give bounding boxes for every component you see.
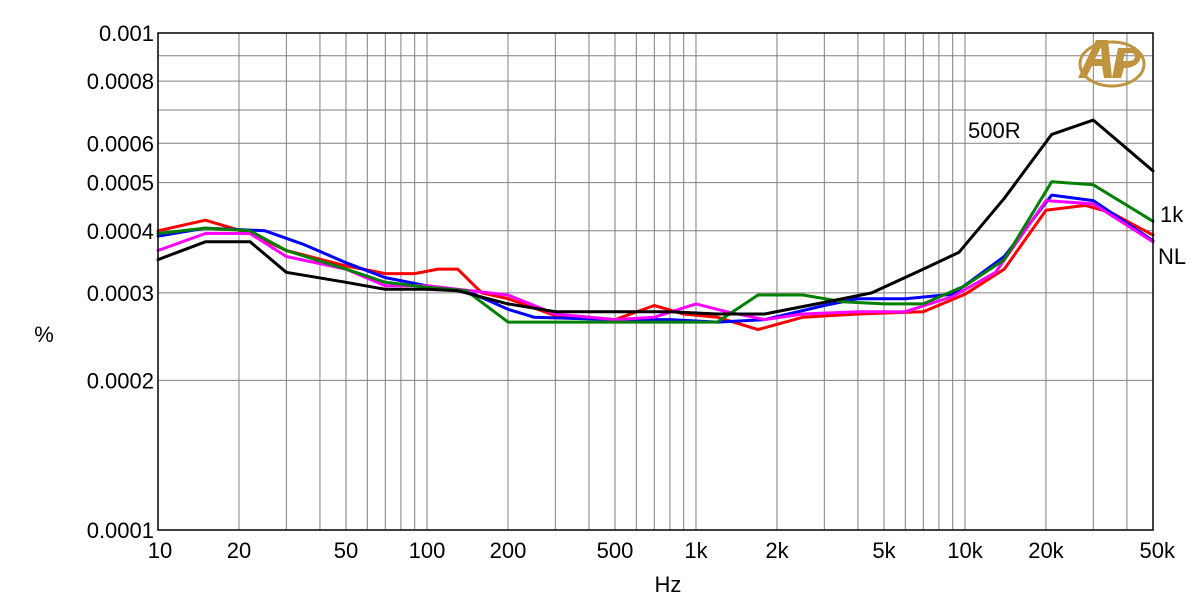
- y-tick-label: 0.0005: [87, 171, 154, 196]
- x-tick-label: 500: [597, 538, 634, 563]
- series-line-500r: [156, 118, 1155, 316]
- ap-logo: [1078, 40, 1146, 88]
- series-line-trace-3: [156, 199, 1155, 322]
- plot-frame: [157, 32, 1154, 531]
- x-tick-label: 10k: [947, 538, 983, 563]
- grid: [158, 33, 1153, 530]
- x-tick-label: 100: [409, 538, 446, 563]
- x-tick-labels: 10 20 50 100 200 500 1k 2k 5k 10k 20k 50k: [148, 538, 1176, 563]
- x-axis-label: Hz: [655, 572, 682, 597]
- y-tick-label: 0.0001: [87, 518, 154, 543]
- x-tick-label: 20: [227, 538, 251, 563]
- series-label-1k: 1k: [1160, 202, 1184, 227]
- series-line-1k: [156, 180, 1155, 324]
- x-tick-label: 50: [334, 538, 358, 563]
- x-tick-label: 10: [148, 538, 172, 563]
- y-tick-labels: 0.001 0.0008 0.0006 0.0005 0.0004 0.0003 0.000…: [87, 21, 154, 543]
- y-tick-label: 0.0008: [87, 69, 154, 94]
- y-axis-label: %: [34, 322, 54, 347]
- x-tick-label: 200: [490, 538, 527, 563]
- x-tick-label: 1k: [684, 538, 708, 563]
- series-layer: [156, 118, 1155, 332]
- x-tick-label: 20k: [1028, 538, 1064, 563]
- y-tick-label: 0.0006: [87, 131, 154, 156]
- series-label-500r: 500R: [968, 118, 1021, 143]
- x-tick-label: 2k: [765, 538, 789, 563]
- y-tick-label: 0.0002: [87, 368, 154, 393]
- y-tick-label: 0.001: [99, 21, 154, 46]
- y-tick-label: 0.0004: [87, 219, 154, 244]
- x-tick-label: 50k: [1140, 538, 1176, 563]
- series-label-nl: NL: [1158, 244, 1186, 269]
- y-tick-label: 0.0003: [87, 281, 154, 306]
- x-tick-label: 5k: [872, 538, 896, 563]
